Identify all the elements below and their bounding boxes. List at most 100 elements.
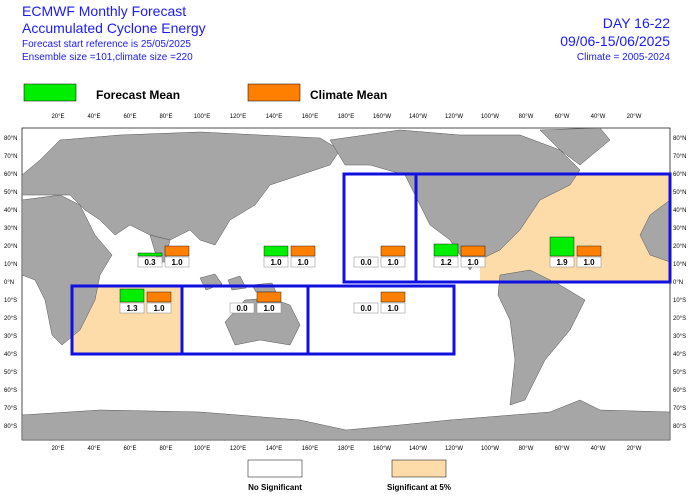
climate-bar [290,245,316,257]
lat-tick-label: 70°S [4,406,17,412]
lon-tick-label: 160°E [302,446,318,452]
value-box [433,256,459,268]
climate-label: 1.0 [467,258,479,267]
lat-tick-label: 80°S [4,424,17,430]
lat-tick-label: 50°N [673,190,686,196]
lat-tick-label: 30°N [4,226,17,232]
legend-swatch [23,83,77,102]
forecast-label: 0.0 [360,304,372,313]
climate-label: 1.0 [263,304,275,313]
value-box [576,256,602,268]
legend-label: Significant at 5% [387,483,451,492]
legend-swatch [247,83,301,102]
value-box [353,302,379,314]
lon-tick-label: 60°E [123,446,136,452]
value-box [380,256,406,268]
lon-tick-label: 140°W [409,114,427,120]
lat-tick-label: 20°S [673,316,686,322]
lat-tick-label: 50°N [4,190,17,196]
day-range: DAY 16-22 [603,15,670,31]
lon-tick-label: 60°E [123,114,136,120]
value-box [256,302,282,314]
dates: 09/06-15/06/2025 [560,33,670,49]
climate-bar [380,245,406,257]
lat-tick-label: 50°S [4,370,17,376]
lon-tick-label: 160°E [302,114,318,120]
lon-tick-label: 120°W [445,114,463,120]
lon-tick-label: 40°E [87,446,100,452]
lon-tick-label: 100°W [481,114,499,120]
lon-tick-label: 20°W [627,446,642,452]
region-boxes [70,172,672,356]
forecast-label: 0.0 [360,258,372,267]
lat-tick-label: 10°S [4,298,17,304]
forecast-label: 1.3 [126,304,138,313]
forecast-bar [119,288,145,303]
value-box [146,302,172,314]
forecast-label: 0.3 [144,258,156,267]
lon-tick-label: 40°W [591,446,606,452]
lat-tick-label: 70°N [4,154,17,160]
lat-tick-label: 40°S [673,352,686,358]
lat-tick-label: 20°S [4,316,17,322]
lat-tick-label: 60°N [4,172,17,178]
climate-bar [576,245,602,257]
legend-swatch [391,459,447,478]
lon-tick-label: 180°E [338,114,354,120]
value-box [229,302,255,314]
lat-tick-label: 70°S [673,406,686,412]
lon-tick-label: 140°W [409,446,427,452]
lon-tick-label: 160°W [373,114,391,120]
value-box [263,256,289,268]
forecast-bar [137,252,163,257]
lat-tick-label: 20°N [673,244,686,250]
lon-tick-label: 40°E [87,114,100,120]
lat-tick-label: 10°N [673,262,686,268]
lon-tick-label: 60°W [555,446,570,452]
lat-tick-label: 20°N [4,244,17,250]
climate-label: 1.0 [387,258,399,267]
start-reference: Forecast start reference is 25/05/2025 [22,39,191,50]
lat-tick-label: 80°N [673,136,686,142]
lat-tick-label: 80°N [4,136,17,142]
lon-tick-label: 100°E [194,114,210,120]
lon-tick-label: 120°W [445,446,463,452]
lon-tick-label: 80°W [519,446,534,452]
climate-bar [146,291,172,303]
lon-tick-label: 180°E [338,446,354,452]
lat-tick-label: 30°S [673,334,686,340]
lon-tick-label: 120°E [230,114,246,120]
climate-label: 1.0 [297,258,309,267]
lat-tick-label: 60°S [673,388,686,394]
value-box [380,302,406,314]
lon-tick-label: 80°E [159,446,172,452]
legend-label: No Significant [248,483,302,492]
climate-bar [256,291,282,303]
value-box [137,256,163,268]
climate-label: 1.0 [583,258,595,267]
lon-tick-label: 120°E [230,446,246,452]
value-box [353,256,379,268]
title: ECMWF Monthly Forecast [22,3,186,19]
lat-tick-label: 0°N [673,280,683,286]
legend-label: Forecast Mean [96,88,180,102]
value-box [119,302,145,314]
lon-tick-label: 60°W [555,114,570,120]
lat-tick-label: 10°S [673,298,686,304]
climate-bar [380,291,406,303]
lon-tick-label: 20°E [51,446,64,452]
value-box [460,256,486,268]
lat-tick-label: 10°N [4,262,17,268]
forecast-bar [433,243,459,257]
climate-period: Climate = 2005-2024 [577,52,671,63]
lat-tick-label: 30°S [4,334,17,340]
value-box [290,256,316,268]
lon-tick-label: 80°W [519,114,534,120]
climate-label: 1.0 [171,258,183,267]
lat-tick-label: 40°N [4,208,17,214]
lon-tick-label: 140°E [266,446,282,452]
climate-label: 1.0 [153,304,165,313]
lat-tick-label: 40°S [4,352,17,358]
legend-swatch [247,459,303,478]
